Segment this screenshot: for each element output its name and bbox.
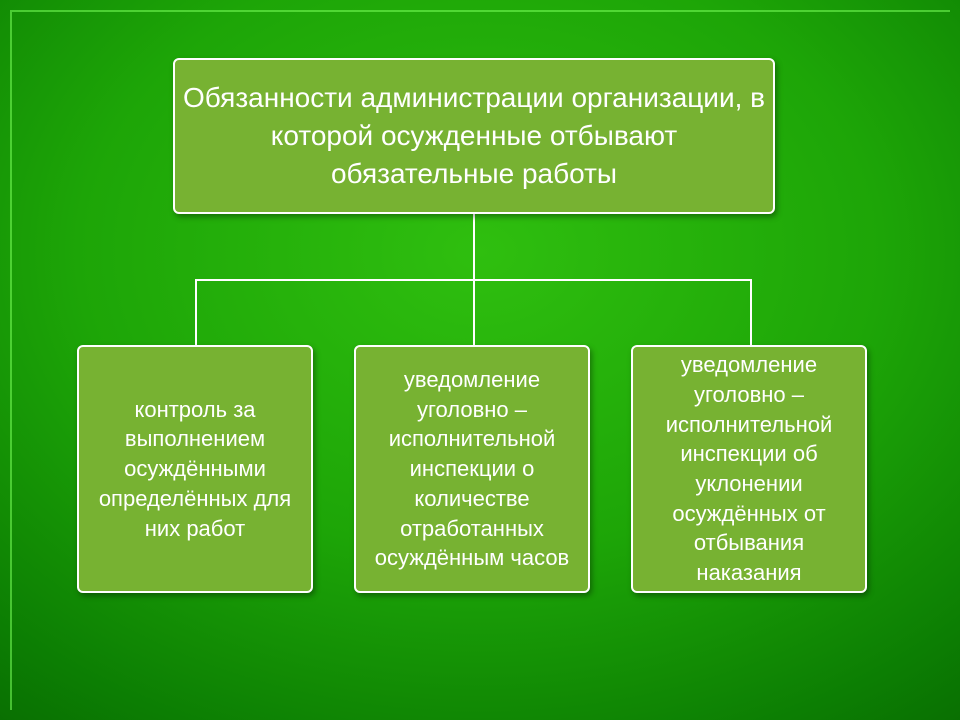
- connector-drop-2: [473, 279, 475, 345]
- child-node-3: уведомление уголовно – исполнительной ин…: [631, 345, 867, 593]
- child-node-3-label: уведомление уголовно – исполнительной ин…: [633, 350, 865, 588]
- child-node-1: контроль за выполнением осуждёнными опре…: [77, 345, 313, 593]
- child-node-1-label: контроль за выполнением осуждёнными опре…: [79, 395, 311, 543]
- child-node-2-label: уведомление уголовно – исполнительной ин…: [356, 365, 588, 573]
- connector-trunk: [473, 214, 475, 280]
- connector-drop-1: [195, 279, 197, 345]
- root-node: Обязанности администрации организации, в…: [173, 58, 775, 214]
- connector-drop-3: [750, 279, 752, 345]
- child-node-2: уведомление уголовно – исполнительной ин…: [354, 345, 590, 593]
- root-node-label: Обязанности администрации организации, в…: [175, 79, 773, 192]
